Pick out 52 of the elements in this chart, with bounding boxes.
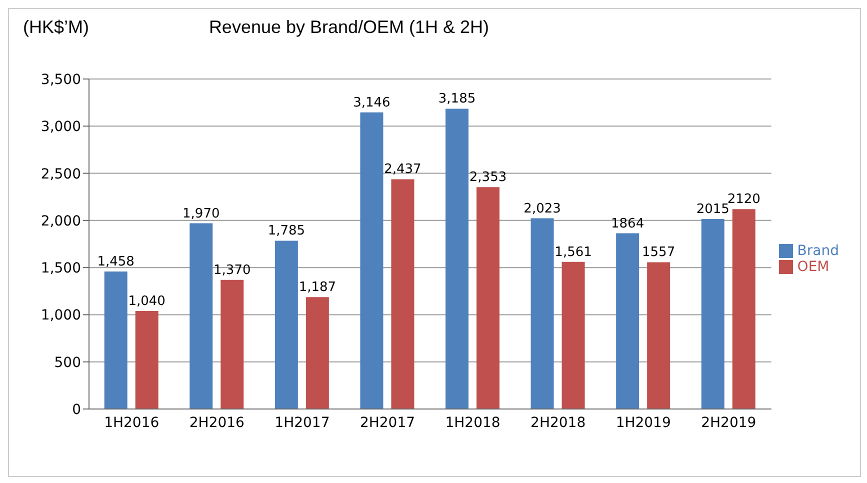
data-label: 1,187	[298, 280, 336, 296]
bar	[701, 219, 724, 409]
data-label: 1,785	[268, 224, 306, 239]
bar	[391, 179, 414, 409]
bar	[476, 187, 500, 409]
bar	[446, 108, 468, 409]
data-label: 2120	[727, 192, 760, 208]
bar	[306, 297, 329, 409]
legend-label: Brand	[797, 243, 839, 259]
x-tick-label: 2H2019	[701, 414, 756, 431]
x-tick-label: 1H2017	[274, 414, 330, 431]
data-label: 1,040	[128, 294, 166, 309]
data-label: 1,561	[554, 244, 592, 260]
x-tick-label: 2H2018	[530, 414, 586, 431]
x-tick-label: 1H2019	[616, 414, 671, 431]
bar	[274, 240, 298, 409]
data-label: 1,458	[97, 254, 134, 270]
bar	[647, 262, 670, 409]
y-tick-label: 0	[72, 402, 81, 418]
data-label: 2,023	[524, 201, 561, 216]
bar	[732, 209, 756, 409]
x-tick-label: 1H2016	[104, 414, 160, 431]
y-tick-label: 1,000	[40, 308, 81, 324]
bar	[135, 310, 158, 409]
data-label: 2015	[696, 202, 730, 218]
bar	[104, 272, 128, 409]
chart-title: Revenue by Brand/OEM (1H & 2H)	[208, 17, 490, 37]
data-label: 3,185	[438, 92, 476, 107]
legend-label: OEM	[797, 259, 830, 275]
y-tick-label: 2,500	[40, 166, 81, 182]
bar	[190, 223, 213, 409]
bar	[616, 233, 640, 409]
x-tick-label: 2H2016	[189, 414, 245, 431]
data-label: 3,146	[353, 95, 390, 110]
y-tick-label: 2,000	[40, 213, 81, 230]
y-axis-title: (HK$’M)	[23, 17, 89, 38]
data-label: 2,353	[469, 170, 507, 186]
data-label: 2,437	[384, 162, 422, 178]
y-tick-label: 3,500	[40, 72, 81, 88]
x-tick-label: 1H2018	[445, 414, 500, 431]
y-tick-label: 500	[54, 354, 81, 371]
data-label: 1557	[642, 245, 676, 260]
bar	[562, 262, 585, 409]
data-label: 1864	[611, 216, 644, 232]
bar	[360, 112, 384, 409]
y-tick-label: 1,500	[40, 260, 81, 277]
data-label: 1,370	[214, 262, 251, 278]
bar	[220, 280, 244, 409]
x-tick-label: 2H2017	[360, 414, 416, 431]
data-label: 1,970	[182, 206, 220, 222]
y-tick-label: 3,000	[40, 119, 81, 136]
bar	[530, 218, 554, 409]
